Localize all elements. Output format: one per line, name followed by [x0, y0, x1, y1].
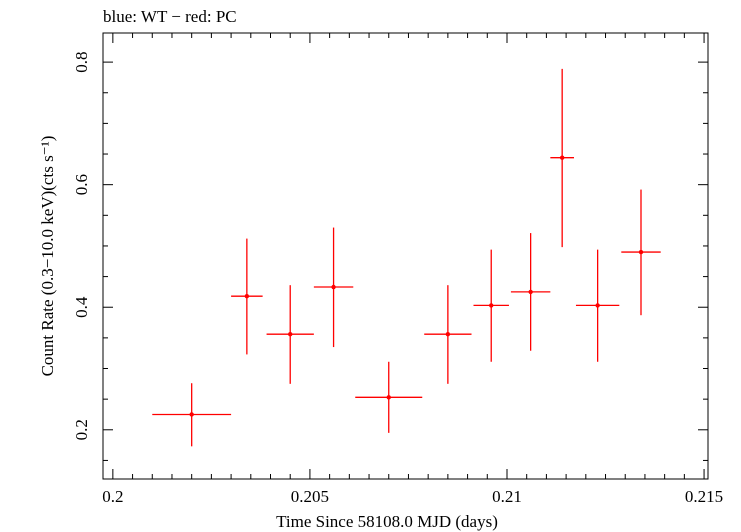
axis-tick-labels: 0.2 0.205 0.21 0.215 0.2 0.4 0.6 0.8	[72, 51, 723, 506]
data-marker	[331, 284, 336, 290]
x-axis-label: Time Since 58108.0 MJD (days)	[276, 512, 498, 531]
data-point	[313, 227, 354, 348]
data-marker	[244, 294, 250, 299]
data-marker	[288, 331, 293, 337]
data-marker	[489, 303, 494, 308]
y-axis-label: Count Rate (0.3−10.0 keV)(cts s⁻¹)	[38, 136, 57, 377]
y-tick-label: 0.8	[72, 51, 91, 72]
x-tick-label: 0.21	[492, 487, 522, 506]
x-tick-label: 0.215	[685, 487, 723, 506]
data-point	[473, 249, 509, 362]
data-marker	[559, 155, 565, 160]
data-point	[575, 249, 620, 362]
data-marker	[528, 289, 533, 295]
x-tick-label: 0.2	[102, 487, 123, 506]
data-marker	[595, 303, 600, 308]
data-marker	[386, 395, 391, 400]
data-point	[550, 68, 574, 248]
y-tick-label: 0.2	[72, 419, 91, 440]
x-tick-label: 0.205	[291, 487, 329, 506]
chart-title: blue: WT − red: PC	[103, 7, 237, 26]
plot-frame	[102, 32, 709, 480]
data-marker	[445, 331, 451, 337]
data-marker	[189, 412, 194, 417]
data-point	[231, 238, 263, 355]
axis-ticks	[103, 33, 708, 479]
y-tick-label: 0.6	[72, 174, 91, 195]
y-tick-label: 0.4	[72, 296, 91, 318]
data-point	[266, 285, 314, 384]
data-point	[510, 233, 551, 351]
data-marker	[638, 249, 644, 255]
data-point	[355, 361, 423, 433]
data-points	[152, 68, 661, 447]
data-point	[424, 285, 472, 384]
data-point	[621, 189, 661, 316]
data-point	[152, 383, 232, 447]
